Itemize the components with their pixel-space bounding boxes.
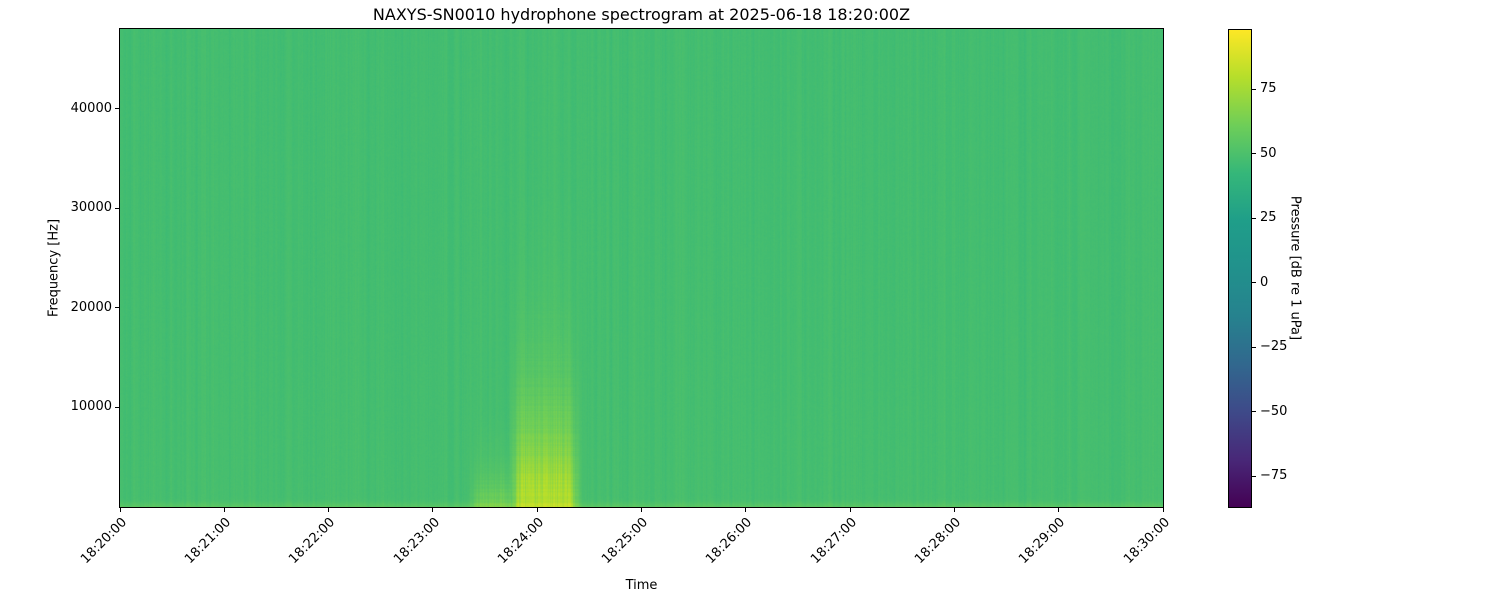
spectrogram-canvas xyxy=(120,29,1163,507)
colorbar-tick-label: −75 xyxy=(1260,468,1288,484)
x-tick-mark xyxy=(1058,508,1060,512)
y-tick-label: 10000 xyxy=(70,399,112,415)
x-tick-label: 18:25:00 xyxy=(599,515,652,567)
x-tick-mark xyxy=(223,508,225,512)
colorbar-tick-mark xyxy=(1252,475,1256,477)
x-tick-mark xyxy=(432,508,434,512)
x-tick-label: 18:29:00 xyxy=(1016,515,1069,567)
colorbar-tick-mark xyxy=(1252,153,1256,155)
colorbar-gradient xyxy=(1229,30,1251,507)
colorbar-tick-label: 0 xyxy=(1260,274,1269,290)
x-tick-mark xyxy=(1162,508,1164,512)
colorbar-tick-mark xyxy=(1252,88,1256,90)
y-tick-label: 30000 xyxy=(70,200,112,216)
colorbar-tick-mark xyxy=(1252,346,1256,348)
colorbar-tick-mark xyxy=(1252,282,1256,284)
colorbar-tick-label: 50 xyxy=(1260,145,1277,161)
y-tick-mark xyxy=(115,207,119,209)
x-tick-label: 18:28:00 xyxy=(912,515,965,567)
y-tick-mark xyxy=(115,307,119,309)
colorbar xyxy=(1228,29,1252,508)
x-tick-label: 18:30:00 xyxy=(1120,515,1173,567)
y-tick-mark xyxy=(115,108,119,110)
y-tick-label: 20000 xyxy=(70,299,112,315)
x-tick-mark xyxy=(745,508,747,512)
colorbar-tick-label: 25 xyxy=(1260,210,1277,226)
y-tick-label: 40000 xyxy=(70,100,112,116)
colorbar-tick-label: 75 xyxy=(1260,81,1277,97)
x-tick-mark xyxy=(953,508,955,512)
colorbar-label: Pressure [dB re 1 uPa] xyxy=(1287,195,1303,341)
plot-area xyxy=(119,28,1164,508)
colorbar-tick-label: −25 xyxy=(1260,339,1288,355)
chart-title: NAXYS-SN0010 hydrophone spectrogram at 2… xyxy=(372,5,911,24)
colorbar-tick-mark xyxy=(1252,217,1256,219)
x-tick-label: 18:21:00 xyxy=(182,515,234,567)
colorbar-tick-mark xyxy=(1252,411,1256,413)
x-tick-mark xyxy=(849,508,851,512)
x-tick-mark xyxy=(119,508,121,512)
x-tick-mark xyxy=(641,508,642,512)
x-tick-label: 18:23:00 xyxy=(390,515,443,567)
x-tick-label: 18:20:00 xyxy=(77,515,130,567)
y-axis-label: Frequency [Hz] xyxy=(46,218,62,318)
x-tick-label: 18:24:00 xyxy=(494,515,547,567)
x-tick-mark xyxy=(328,508,330,512)
x-axis-label: Time xyxy=(625,578,658,593)
x-tick-label: 18:22:00 xyxy=(286,515,339,567)
colorbar-tick-label: −50 xyxy=(1260,403,1288,419)
x-tick-label: 18:26:00 xyxy=(703,515,756,567)
x-tick-label: 18:27:00 xyxy=(807,515,860,567)
x-tick-mark xyxy=(536,508,538,512)
y-tick-mark xyxy=(115,406,119,408)
